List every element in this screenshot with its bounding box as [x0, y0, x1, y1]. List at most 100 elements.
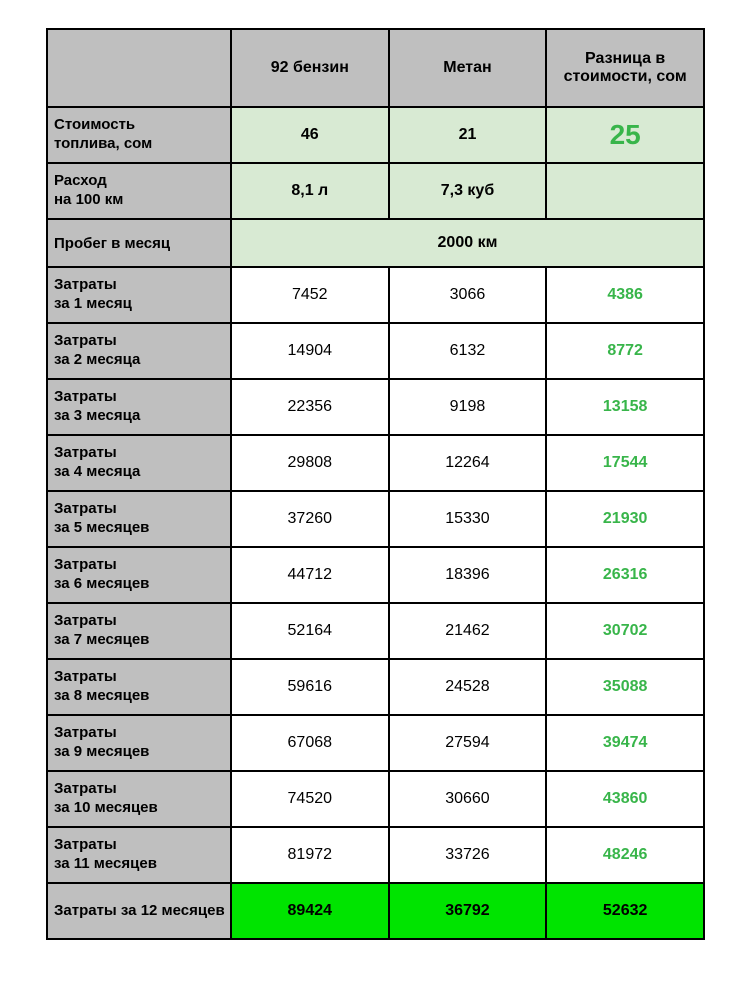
- month-row: Затратыза 7 месяцев521642146230702: [47, 603, 704, 659]
- month-label-main: Затраты: [54, 612, 230, 631]
- month-label: Затратыза 1 месяц: [47, 267, 231, 323]
- month-diff: 4386: [546, 267, 704, 323]
- mileage-value: 2000 км: [231, 219, 704, 267]
- month-methane: 12264: [389, 435, 547, 491]
- month-diff: 48246: [546, 827, 704, 883]
- total-label-main: Затраты: [54, 902, 117, 919]
- month-methane: 21462: [389, 603, 547, 659]
- month-methane: 9198: [389, 379, 547, 435]
- price-methane: 21: [389, 107, 547, 163]
- month-methane: 27594: [389, 715, 547, 771]
- month-diff: 35088: [546, 659, 704, 715]
- month-diff: 43860: [546, 771, 704, 827]
- month-petrol: 81972: [231, 827, 389, 883]
- month-row: Затратыза 5 месяцев372601533021930: [47, 491, 704, 547]
- month-petrol: 44712: [231, 547, 389, 603]
- month-row: Затратыза 6 месяцев447121839626316: [47, 547, 704, 603]
- month-label: Затратыза 8 месяцев: [47, 659, 231, 715]
- month-diff: 21930: [546, 491, 704, 547]
- price-row: Стоимость топлива, сом 46 21 25: [47, 107, 704, 163]
- total-label-sub: за 12 месяцев: [121, 902, 225, 919]
- month-methane: 3066: [389, 267, 547, 323]
- month-diff: 39474: [546, 715, 704, 771]
- month-label: Затратыза 6 месяцев: [47, 547, 231, 603]
- total-label: Затраты за 12 месяцев: [47, 883, 231, 939]
- mileage-row: Пробег в месяц 2000 км: [47, 219, 704, 267]
- header-blank: [47, 29, 231, 107]
- month-diff: 30702: [546, 603, 704, 659]
- month-methane: 30660: [389, 771, 547, 827]
- month-diff: 26316: [546, 547, 704, 603]
- month-label-sub: за 8 месяцев: [54, 687, 230, 706]
- month-label-sub: за 10 месяцев: [54, 799, 230, 818]
- header-row: 92 бензин Метан Разница в стоимости, сом: [47, 29, 704, 107]
- fuel-cost-comparison-table: 92 бензин Метан Разница в стоимости, сом…: [0, 0, 751, 1001]
- month-petrol: 29808: [231, 435, 389, 491]
- month-row: Затратыза 4 месяца298081226417544: [47, 435, 704, 491]
- month-diff: 13158: [546, 379, 704, 435]
- month-methane: 33726: [389, 827, 547, 883]
- month-row: Затратыза 2 месяца1490461328772: [47, 323, 704, 379]
- month-label-main: Затраты: [54, 836, 230, 855]
- month-label-sub: за 7 месяцев: [54, 631, 230, 650]
- price-label-main: Стоимость: [54, 116, 230, 135]
- comparison-table: 92 бензин Метан Разница в стоимости, сом…: [46, 28, 705, 940]
- month-label-main: Затраты: [54, 332, 230, 351]
- month-label-sub: за 9 месяцев: [54, 743, 230, 762]
- month-label-sub: за 2 месяца: [54, 351, 230, 370]
- month-label-main: Затраты: [54, 668, 230, 687]
- month-row: Затратыза 11 месяцев819723372648246: [47, 827, 704, 883]
- month-methane: 24528: [389, 659, 547, 715]
- month-label: Затратыза 7 месяцев: [47, 603, 231, 659]
- month-row: Затратыза 9 месяцев670682759439474: [47, 715, 704, 771]
- header-diff: Разница в стоимости, сом: [546, 29, 704, 107]
- month-label: Затратыза 11 месяцев: [47, 827, 231, 883]
- month-row: Затратыза 10 месяцев745203066043860: [47, 771, 704, 827]
- month-label-main: Затраты: [54, 388, 230, 407]
- consumption-label-main: Расход: [54, 172, 230, 191]
- month-petrol: 52164: [231, 603, 389, 659]
- header-methane: Метан: [389, 29, 547, 107]
- month-methane: 6132: [389, 323, 547, 379]
- month-petrol: 14904: [231, 323, 389, 379]
- month-label-main: Затраты: [54, 724, 230, 743]
- price-petrol: 46: [231, 107, 389, 163]
- consumption-petrol: 8,1 л: [231, 163, 389, 219]
- month-label: Затратыза 9 месяцев: [47, 715, 231, 771]
- month-row: Затратыза 3 месяца22356919813158: [47, 379, 704, 435]
- header-petrol: 92 бензин: [231, 29, 389, 107]
- month-methane: 15330: [389, 491, 547, 547]
- consumption-diff: [546, 163, 704, 219]
- month-label-sub: за 1 месяц: [54, 295, 230, 314]
- month-label-sub: за 6 месяцев: [54, 575, 230, 594]
- total-diff: 52632: [546, 883, 704, 939]
- month-label-main: Затраты: [54, 500, 230, 519]
- month-diff: 17544: [546, 435, 704, 491]
- month-label-sub: за 5 месяцев: [54, 519, 230, 538]
- month-diff: 8772: [546, 323, 704, 379]
- price-label: Стоимость топлива, сом: [47, 107, 231, 163]
- month-petrol: 67068: [231, 715, 389, 771]
- month-petrol: 37260: [231, 491, 389, 547]
- month-row: Затратыза 8 месяцев596162452835088: [47, 659, 704, 715]
- month-label-sub: за 3 месяца: [54, 407, 230, 426]
- month-petrol: 7452: [231, 267, 389, 323]
- consumption-label-sub: на 100 км: [54, 191, 230, 210]
- months-body: Затратыза 1 месяц745230664386Затратыза 2…: [47, 267, 704, 883]
- month-methane: 18396: [389, 547, 547, 603]
- price-diff: 25: [546, 107, 704, 163]
- consumption-row: Расход на 100 км 8,1 л 7,3 куб: [47, 163, 704, 219]
- total-row: Затраты за 12 месяцев 89424 36792 52632: [47, 883, 704, 939]
- month-label: Затратыза 3 месяца: [47, 379, 231, 435]
- month-label-main: Затраты: [54, 556, 230, 575]
- consumption-methane: 7,3 куб: [389, 163, 547, 219]
- consumption-label: Расход на 100 км: [47, 163, 231, 219]
- month-label-main: Затраты: [54, 444, 230, 463]
- total-petrol: 89424: [231, 883, 389, 939]
- month-petrol: 74520: [231, 771, 389, 827]
- month-label-main: Затраты: [54, 276, 230, 295]
- month-label-sub: за 11 месяцев: [54, 855, 230, 874]
- month-label: Затратыза 5 месяцев: [47, 491, 231, 547]
- price-label-sub: топлива, сом: [54, 135, 230, 154]
- total-methane: 36792: [389, 883, 547, 939]
